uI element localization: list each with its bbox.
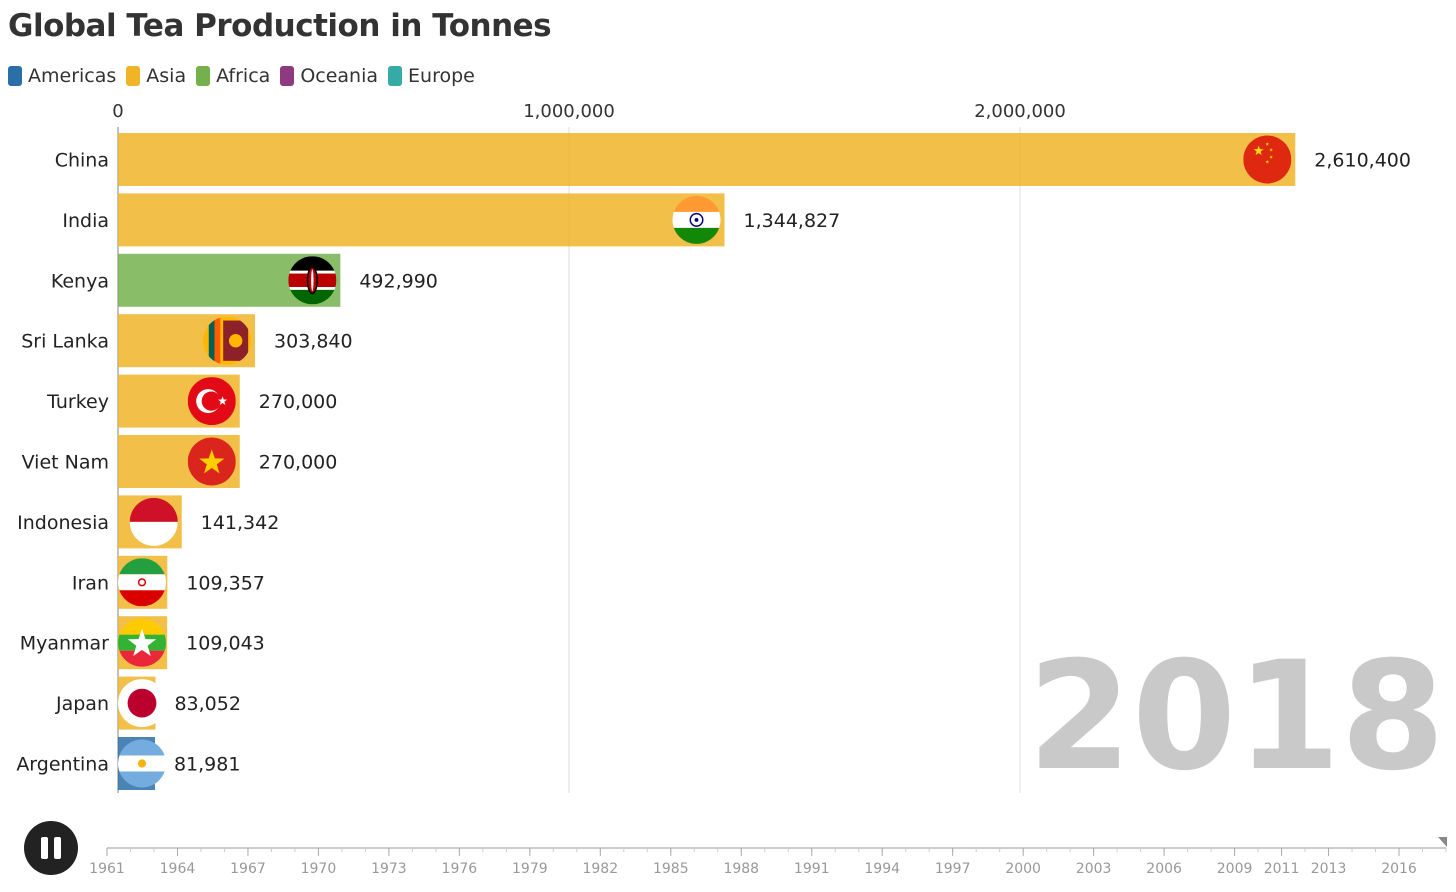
x-tick-label: 0 — [112, 101, 123, 122]
timeline-handle[interactable] — [1438, 837, 1447, 847]
bar-group: Turkey 270,000 — [46, 374, 338, 428]
legend-swatch — [388, 66, 403, 86]
timeline-label[interactable]: 1985 — [653, 861, 689, 877]
legend-swatch — [8, 66, 22, 86]
legend-item-asia[interactable]: Asia — [126, 65, 186, 87]
category-label: Sri Lanka — [21, 331, 109, 353]
legend-label: Asia — [146, 65, 187, 87]
legend-item-africa[interactable]: Africa — [196, 65, 270, 87]
category-label: Argentina — [16, 754, 109, 776]
timeline-label[interactable]: 1988 — [723, 861, 759, 877]
timeline-label[interactable]: 1970 — [301, 861, 337, 877]
legend-item-americas[interactable]: Americas — [8, 65, 116, 87]
timeline-label[interactable]: 1997 — [935, 861, 971, 877]
china-flag-icon — [1243, 135, 1292, 184]
category-label: Iran — [72, 572, 109, 594]
timeline-label[interactable]: 2000 — [1005, 861, 1041, 877]
timeline-label[interactable]: 2009 — [1217, 861, 1253, 877]
timeline-label[interactable]: 2013 — [1311, 861, 1347, 877]
bar-group: Myanmar 109,043 — [20, 616, 265, 670]
timeline-label[interactable]: 1973 — [371, 861, 407, 877]
category-label: Japan — [55, 693, 109, 715]
value-label: 81,981 — [174, 754, 240, 776]
sri-lanka-flag-icon — [203, 316, 252, 365]
timeline-label[interactable]: 2016 — [1381, 861, 1417, 877]
bar-group: Sri Lanka 303,840 — [21, 314, 353, 368]
year-watermark: 2018 — [1028, 630, 1445, 804]
value-label: 141,342 — [201, 512, 280, 534]
legend-label: Africa — [216, 65, 271, 87]
timeline-label[interactable]: 1991 — [794, 861, 830, 877]
value-label: 109,043 — [186, 633, 265, 655]
value-label: 2,610,400 — [1314, 150, 1411, 172]
legend-label: Americas — [28, 65, 117, 87]
legend-item-europe[interactable]: Europe — [388, 65, 475, 87]
bar[interactable] — [118, 133, 1296, 186]
timeline-label[interactable]: 1994 — [864, 861, 900, 877]
timeline-label[interactable]: 1976 — [442, 861, 478, 877]
argentina-flag-icon — [118, 739, 166, 788]
indonesia-flag-icon — [129, 497, 178, 546]
bar-group: India 1,344,827 — [62, 193, 841, 247]
iran-flag-icon — [118, 558, 166, 607]
bar-group: Indonesia 141,342 — [17, 495, 280, 549]
value-label: 492,990 — [359, 270, 438, 292]
legend-swatch — [280, 66, 295, 86]
category-label: China — [55, 150, 109, 172]
bar-group: Iran 109,357 — [72, 555, 265, 609]
india-flag-icon — [672, 195, 721, 244]
legend-swatch — [126, 66, 141, 86]
legend-item-oceania[interactable]: Oceania — [280, 65, 378, 87]
timeline-label[interactable]: 1979 — [512, 861, 548, 877]
bar[interactable] — [118, 193, 725, 247]
legend-swatch — [196, 66, 211, 86]
pause-button[interactable] — [24, 821, 78, 875]
value-label: 1,344,827 — [744, 210, 841, 232]
bar-group: Viet Nam 270,000 — [22, 435, 338, 488]
legend-label: Oceania — [300, 65, 379, 87]
bar-group: China 2,610,400 — [55, 133, 1411, 186]
category-label: Kenya — [51, 270, 109, 292]
value-label: 109,357 — [186, 572, 265, 594]
kenya-flag-icon — [288, 256, 337, 305]
category-label: Viet Nam — [22, 452, 109, 474]
bar-group: Japan 83,052 — [55, 676, 241, 730]
turkey-flag-icon — [187, 377, 236, 426]
timeline-label[interactable]: 2011 — [1264, 861, 1300, 877]
bar-group: Argentina 81,981 — [16, 737, 240, 790]
category-label: Myanmar — [20, 633, 109, 655]
category-label: Indonesia — [17, 512, 109, 534]
bar-group: Kenya 492,990 — [51, 253, 438, 307]
value-label: 270,000 — [259, 452, 338, 474]
legend-label: Europe — [408, 65, 475, 87]
x-tick-label: 1,000,000 — [523, 101, 615, 122]
category-label: Turkey — [46, 391, 109, 413]
timeline-label[interactable]: 1961 — [89, 861, 125, 877]
timeline-label[interactable]: 2006 — [1146, 861, 1182, 877]
value-label: 83,052 — [174, 693, 240, 715]
timeline-label[interactable]: 1982 — [582, 861, 618, 877]
timeline-label[interactable]: 1967 — [230, 861, 266, 877]
category-label: India — [62, 210, 109, 232]
timeline-label[interactable]: 1964 — [160, 861, 196, 877]
value-label: 303,840 — [274, 331, 353, 353]
japan-flag-icon — [118, 679, 166, 728]
myanmar-flag-icon — [118, 618, 166, 667]
viet-nam-flag-icon — [187, 437, 236, 486]
x-tick-label: 2,000,000 — [974, 101, 1066, 122]
chart-title: Global Tea Production in Tonnes — [8, 8, 552, 44]
timeline-label[interactable]: 2003 — [1076, 861, 1112, 877]
value-label: 270,000 — [259, 391, 338, 413]
legend: Americas Asia Africa Oceania Europe — [8, 64, 485, 88]
